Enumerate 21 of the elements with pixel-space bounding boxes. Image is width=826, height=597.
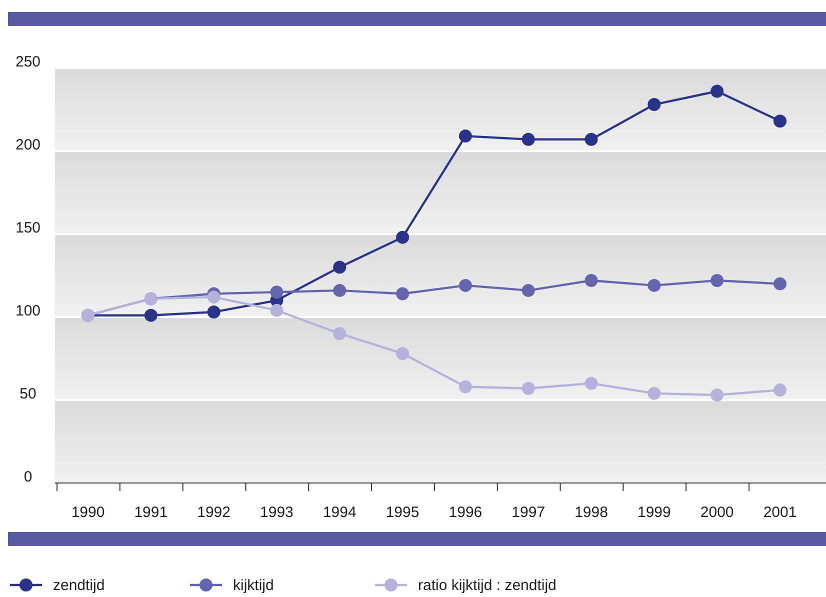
x-tick-label: 1994 [322,504,356,521]
x-tick-label: 1993 [260,504,294,521]
x-tick-label: 1990 [71,504,105,521]
x-tick-label: 1999 [637,504,671,521]
x-tick-label: 2001 [763,504,797,521]
y-tick-label: 250 [15,54,41,70]
x-tick-label: 1996 [448,504,482,521]
legend-label: ratio kijktijd : zendtijd [418,577,556,594]
x-tick-label: 1991 [134,504,168,521]
y-tick-label: 100 [15,302,41,320]
x-tick-label: 2000 [700,504,734,521]
legend-label: kijktijd [233,577,274,594]
x-tick-label: 1998 [574,504,608,521]
y-tick-label: 200 [15,136,41,154]
y-tick-label: 150 [15,220,41,236]
y-tick-label: 0 [24,468,32,486]
x-tick-label: 1997 [512,504,546,521]
legend-label: zendtijd [53,577,105,594]
x-tick-label: 1992 [197,504,231,521]
y-tick-label: 50 [20,386,36,402]
x-tick-label: 1995 [386,504,420,521]
